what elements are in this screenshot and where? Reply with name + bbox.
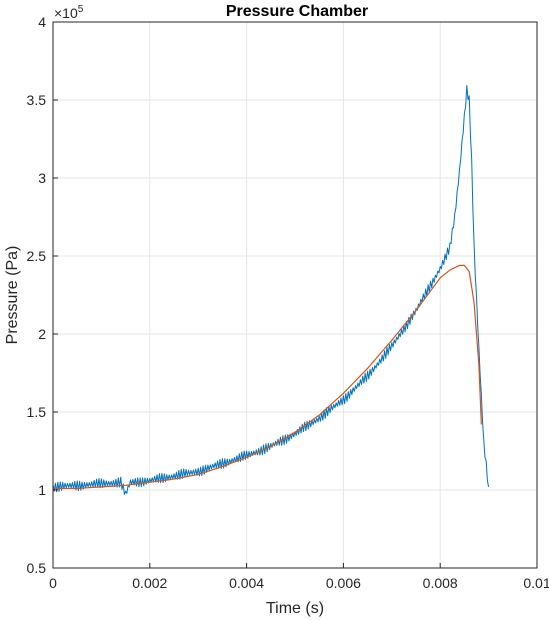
y-tick-label: 3.5	[27, 92, 47, 108]
chart-title: Pressure Chamber	[226, 3, 368, 20]
y-tick-label: 1.5	[27, 404, 47, 420]
x-tick-label: 0.008	[423, 575, 458, 591]
x-tick-label: 0.002	[132, 575, 167, 591]
y-exponent-base: ×10	[54, 5, 78, 21]
y-exponent-power: 5	[78, 4, 84, 15]
grid-lines	[52, 21, 538, 569]
y-tick-label: 2.5	[27, 248, 47, 264]
y-tick-label: 1	[38, 482, 46, 498]
x-tick-label: 0.006	[326, 575, 361, 591]
series-line-2	[53, 264, 482, 490]
y-tick-label: 4	[38, 14, 46, 30]
x-tick-label: 0.01	[523, 575, 549, 591]
y-tick-label: 2	[38, 326, 46, 342]
x-axis-label: Time (s)	[266, 600, 324, 617]
y-exponent-label: ×105	[54, 4, 84, 21]
y-tick-label: 3	[38, 170, 46, 186]
y-axis-ticks: 0.5 1 1.5 2 2.5 3 3.5 4	[27, 14, 58, 576]
svg-text:×105: ×105	[54, 4, 84, 21]
y-tick-label: 0.5	[27, 560, 47, 576]
y-axis-label: Pressure (Pa)	[4, 246, 21, 345]
series-line-1	[52, 85, 490, 495]
plot-frame	[52, 21, 538, 569]
x-tick-label: 0.004	[229, 575, 264, 591]
x-axis-ticks: 0 0.002 0.004 0.006 0.008 0.01	[49, 563, 549, 591]
x-tick-label: 0	[49, 575, 57, 591]
series-layer	[52, 85, 490, 495]
